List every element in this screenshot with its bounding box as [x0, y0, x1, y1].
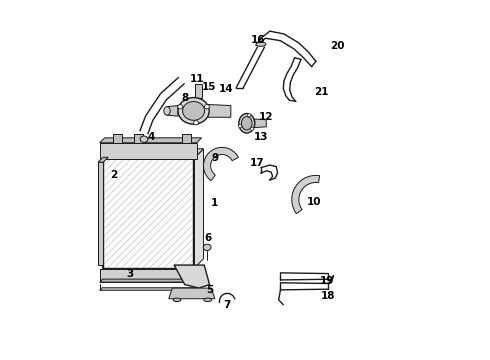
Text: 4: 4 — [147, 132, 155, 142]
Polygon shape — [292, 175, 319, 214]
Text: 6: 6 — [204, 234, 211, 243]
Text: 20: 20 — [330, 41, 344, 51]
Text: 17: 17 — [250, 158, 265, 168]
Polygon shape — [103, 149, 203, 159]
Ellipse shape — [178, 105, 183, 109]
Polygon shape — [98, 157, 108, 162]
Polygon shape — [99, 143, 196, 159]
Polygon shape — [169, 288, 215, 299]
Polygon shape — [98, 162, 103, 265]
Text: 19: 19 — [319, 276, 334, 286]
Text: 1: 1 — [211, 198, 219, 208]
Text: 10: 10 — [307, 197, 321, 207]
Ellipse shape — [140, 136, 148, 143]
Polygon shape — [182, 134, 191, 143]
Text: 21: 21 — [314, 87, 328, 97]
Ellipse shape — [239, 113, 255, 133]
Polygon shape — [134, 134, 143, 143]
Text: 7: 7 — [223, 300, 230, 310]
Ellipse shape — [242, 117, 252, 130]
Polygon shape — [113, 134, 122, 143]
Text: 2: 2 — [110, 170, 118, 180]
Ellipse shape — [164, 107, 170, 115]
Ellipse shape — [173, 298, 181, 302]
Ellipse shape — [256, 42, 266, 46]
Polygon shape — [167, 105, 178, 116]
Text: 15: 15 — [201, 82, 216, 92]
Polygon shape — [99, 269, 196, 282]
Polygon shape — [208, 104, 231, 117]
Ellipse shape — [194, 121, 198, 125]
Polygon shape — [99, 279, 199, 282]
Ellipse shape — [239, 125, 242, 128]
Text: 5: 5 — [206, 285, 213, 295]
Ellipse shape — [250, 127, 254, 130]
Ellipse shape — [247, 114, 251, 117]
Polygon shape — [203, 147, 238, 181]
Text: 13: 13 — [254, 132, 268, 142]
Ellipse shape — [183, 102, 205, 120]
Ellipse shape — [204, 105, 209, 109]
Bar — [104, 159, 193, 268]
Ellipse shape — [203, 244, 211, 251]
Text: 18: 18 — [321, 291, 336, 301]
Polygon shape — [194, 149, 203, 269]
Polygon shape — [99, 138, 201, 143]
Polygon shape — [174, 265, 210, 288]
Text: 9: 9 — [211, 153, 219, 163]
Text: 11: 11 — [190, 74, 204, 84]
Text: 16: 16 — [251, 35, 266, 45]
Polygon shape — [99, 288, 199, 290]
Ellipse shape — [178, 98, 209, 124]
Text: 3: 3 — [126, 269, 133, 279]
Text: 14: 14 — [219, 84, 234, 94]
Ellipse shape — [204, 298, 212, 302]
Text: 8: 8 — [181, 94, 188, 103]
Text: 12: 12 — [259, 112, 273, 122]
Polygon shape — [255, 119, 266, 127]
Polygon shape — [196, 84, 202, 98]
